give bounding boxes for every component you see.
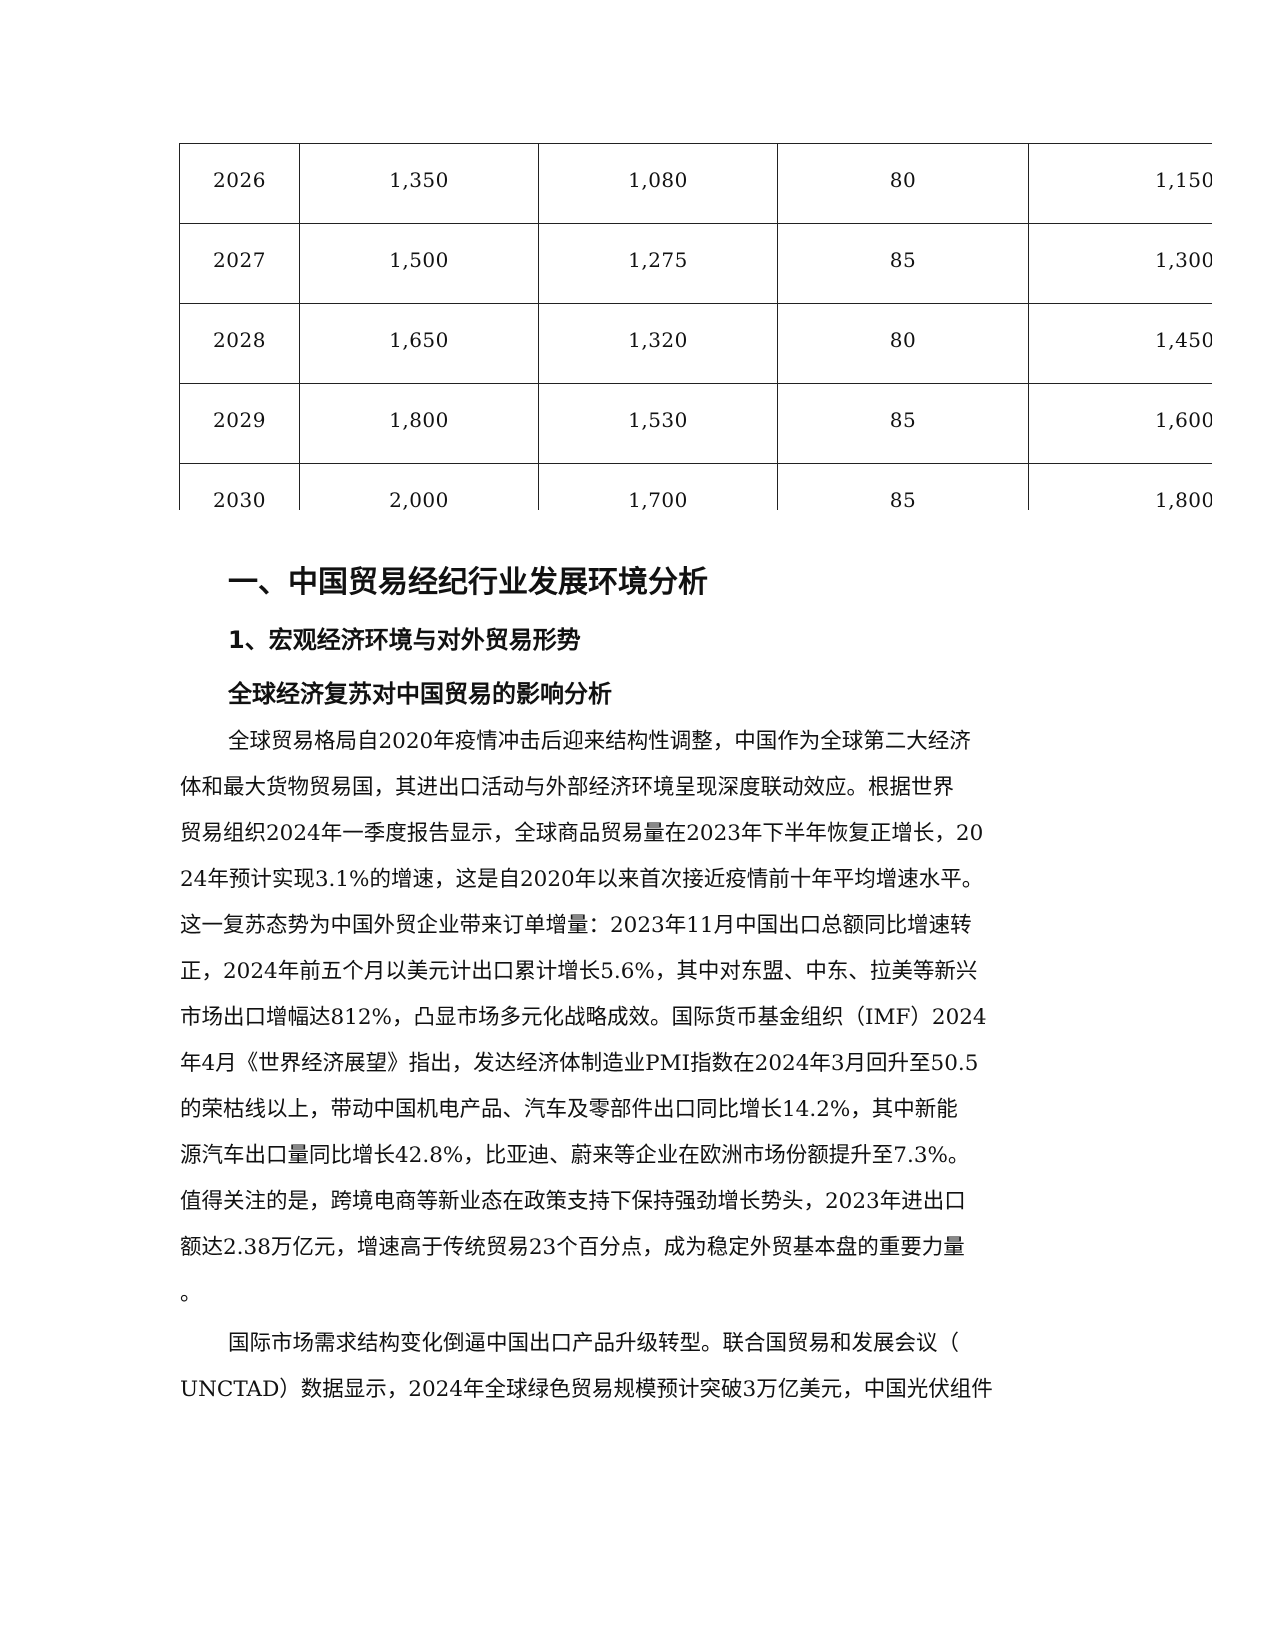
subsection-heading: 1、宏观经济环境与对外贸易形势	[228, 626, 581, 654]
table-cell: 1,150	[1028, 143, 1212, 224]
text-line: 体和最大货物贸易国，其进出口活动与外部经济环境呈现深度联动效应。根据世界	[180, 775, 955, 800]
table-cell: 1,500	[299, 223, 539, 304]
text-line: 这一复苏态势为中国外贸企业带来订单增量：2023年11月中国出口总额同比增速转	[180, 913, 972, 938]
table-cell: 1,800	[299, 383, 539, 464]
text-line: 市场出口增幅达812%，凸显市场多元化战略成效。国际货币基金组织（IMF）202…	[180, 1005, 987, 1030]
table-cell: 1,275	[538, 223, 778, 304]
table-cell: 1,600	[1028, 383, 1212, 464]
table-row: 2030 2,000 1,700 85 1,800	[179, 463, 1212, 510]
text-line: 年4月《世界经济展望》指出，发达经济体制造业PMI指数在2024年3月回升至50…	[180, 1051, 979, 1076]
table-cell: 1,800	[1028, 463, 1212, 510]
table-row: 2029 1,800 1,530 85 1,600	[179, 383, 1212, 464]
data-table: 2026 1,350 1,080 80 1,150 2027 1,500 1,275 85 1,3…	[179, 143, 1212, 510]
text-line: 国际市场需求结构变化倒逼中国出口产品升级转型。联合国贸易和发展会议（	[228, 1331, 960, 1356]
text-line: 全球贸易格局自2020年疫情冲击后迎来结构性调整，中国作为全球第二大经济	[228, 729, 971, 754]
table-row: 2026 1,350 1,080 80 1,150	[179, 143, 1212, 224]
text-line: 的荣枯线以上，带动中国机电产品、汽车及零部件出口同比增长14.2%，其中新能	[180, 1097, 958, 1122]
table-row: 2028 1,650 1,320 80 1,450	[179, 303, 1212, 384]
body-text: 全球贸易格局自2020年疫情冲击后迎来结构性调整，中国作为全球第二大经济体和最大…	[180, 727, 1040, 1421]
table-cell: 2030	[179, 463, 300, 510]
data-table-container: 2026 1,350 1,080 80 1,150 2027 1,500 1,275 85 1,3…	[179, 143, 1212, 510]
text-line: 源汽车出口量同比增长42.8%，比亚迪、蔚来等企业在欧洲市场份额提升至7.3%。	[180, 1143, 970, 1168]
table-cell: 1,700	[538, 463, 778, 510]
table-cell: 85	[777, 463, 1029, 510]
table-row: 2027 1,500 1,275 85 1,300	[179, 223, 1212, 304]
table-cell: 2,000	[299, 463, 539, 510]
table-cell: 85	[777, 383, 1029, 464]
topic-heading: 全球经济复苏对中国贸易的影响分析	[228, 680, 612, 708]
text-line: UNCTAD）数据显示，2024年全球绿色贸易规模预计突破3万亿美元，中国光伏组…	[180, 1377, 993, 1402]
table-cell: 2026	[179, 143, 300, 224]
section-heading: 一、中国贸易经纪行业发展环境分析	[228, 565, 708, 600]
table-cell: 2027	[179, 223, 300, 304]
text-line: 24年预计实现3.1%的增速，这是自2020年以来首次接近疫情前十年平均增速水平…	[180, 867, 984, 892]
text-line: 额达2.38万亿元，增速高于传统贸易23个百分点，成为稳定外贸基本盘的重要力量	[180, 1235, 965, 1260]
table-cell: 80	[777, 143, 1029, 224]
table-cell: 1,320	[538, 303, 778, 384]
table-cell: 1,300	[1028, 223, 1212, 304]
table-cell: 85	[777, 223, 1029, 304]
table-cell: 1,650	[299, 303, 539, 384]
table-cell: 80	[777, 303, 1029, 384]
table-cell: 2029	[179, 383, 300, 464]
text-line: 。	[180, 1281, 202, 1306]
text-line: 贸易组织2024年一季度报告显示，全球商品贸易量在2023年下半年恢复正增长，2…	[180, 821, 984, 846]
text-line: 值得关注的是，跨境电商等新业态在政策支持下保持强劲增长势头，2023年进出口	[180, 1189, 966, 1214]
text-line: 正，2024年前五个月以美元计出口累计增长5.6%，其中对东盟、中东、拉美等新兴	[180, 959, 978, 984]
table-cell: 1,350	[299, 143, 539, 224]
table-cell: 2028	[179, 303, 300, 384]
table-cell: 1,450	[1028, 303, 1212, 384]
table-cell: 1,080	[538, 143, 778, 224]
table-cell: 1,530	[538, 383, 778, 464]
